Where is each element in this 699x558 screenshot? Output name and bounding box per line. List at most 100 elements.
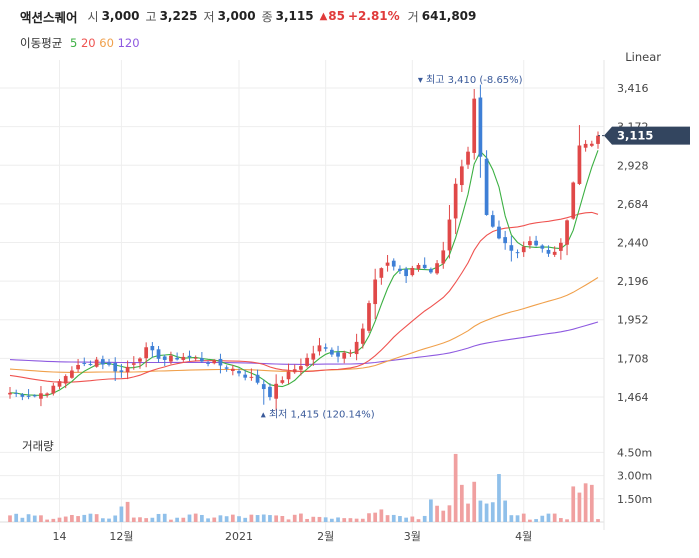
candle-body [466,151,470,165]
candle [447,204,452,259]
volume-value: 641,809 [421,9,477,23]
y-tick-label: 2,440 [617,237,649,250]
volume-bar [255,515,260,522]
candle-body [113,362,118,372]
candle-body [552,251,557,255]
candle-body [373,279,378,305]
candle [218,353,223,374]
candle [305,353,309,368]
candle-body [577,145,582,184]
volume-bar [14,513,19,522]
volume-bar [435,505,439,522]
candle-body [156,349,161,359]
volume-bar [422,515,427,522]
volume-bar [379,509,384,522]
candle [323,343,328,352]
candle-body [107,362,111,365]
volume-bar [39,515,43,522]
open-value: 3,000 [101,9,140,23]
candle [521,241,526,257]
volume-tick-label: 1.50m [617,493,652,506]
moving-average-legend[interactable]: 이동평균 5 20 60 120 [20,35,140,51]
candle-body [472,98,477,153]
candle [8,386,12,399]
candle-body [26,395,31,397]
candle [200,352,204,363]
candle [367,300,371,334]
candle [26,389,31,400]
volume-label: 거 [407,9,419,24]
candle-body [583,143,588,148]
candle [490,210,495,228]
volume-bar [144,518,149,522]
volume-bar [311,516,316,522]
candle [243,369,248,381]
candle-body [119,370,124,372]
candle-body [45,393,49,396]
candle-body [323,347,328,349]
volume-bar [150,517,155,522]
ma-line-20 [9,211,599,383]
volume-bar [156,513,161,522]
volume-bar [497,474,501,522]
volume-bar [385,515,390,522]
candle-body [503,237,508,244]
scale-mode-toggle[interactable]: Linear [625,50,661,64]
volume-bar [274,515,279,522]
volume-bar [404,517,408,522]
ma-legend-title: 이동평균 [20,36,63,50]
y-tick-label: 2,196 [617,275,649,288]
candle [100,355,105,370]
open-label: 시 [87,9,99,24]
candle [113,357,118,381]
volume-panel-title: 거래량 [22,439,54,453]
candle [45,392,49,398]
candle-body [94,359,99,367]
candle [453,178,458,235]
candle [14,389,19,397]
y-tick-label: 1,464 [617,391,649,404]
candle [286,363,291,384]
candle [379,267,384,285]
candle [119,364,124,378]
candle [583,140,588,152]
candle-body [509,245,514,251]
candle [131,356,136,370]
candle [255,369,260,385]
volume-bar [546,513,551,522]
candle-body [596,135,600,144]
candle [237,368,241,377]
volume-bar [200,514,204,522]
grid [0,60,605,530]
y-tick-label: 1,708 [617,352,649,365]
candle-body [150,346,155,351]
candle [224,365,229,372]
y-tick-label: 2,928 [617,159,649,172]
low-value: 3,000 [217,9,256,23]
ma-legend-item-120: 120 [117,36,140,50]
candle [472,88,477,160]
candle-body [206,362,210,364]
candle-body [39,393,43,399]
volume-bars [8,453,600,522]
volume-bar [354,518,359,522]
volume-tick-label: 3.00m [617,470,652,483]
candle [206,360,210,367]
high-value: 3,225 [159,9,198,23]
close-value: 3,115 [275,9,314,23]
y-tick-label: 2,684 [617,198,649,211]
ma-line-120 [9,321,599,365]
ma-legend-item-60: 60 [99,36,114,50]
x-tick-label: 2021 [225,530,253,543]
volume-bar [503,500,508,522]
volume-bar [51,518,56,522]
volume-bar [8,515,12,522]
volume-bar [416,519,421,522]
candle-body [422,264,427,269]
candle [478,84,483,178]
candle [181,352,186,362]
candle [497,220,501,240]
candle-body [342,352,347,359]
candle-body [453,183,458,219]
